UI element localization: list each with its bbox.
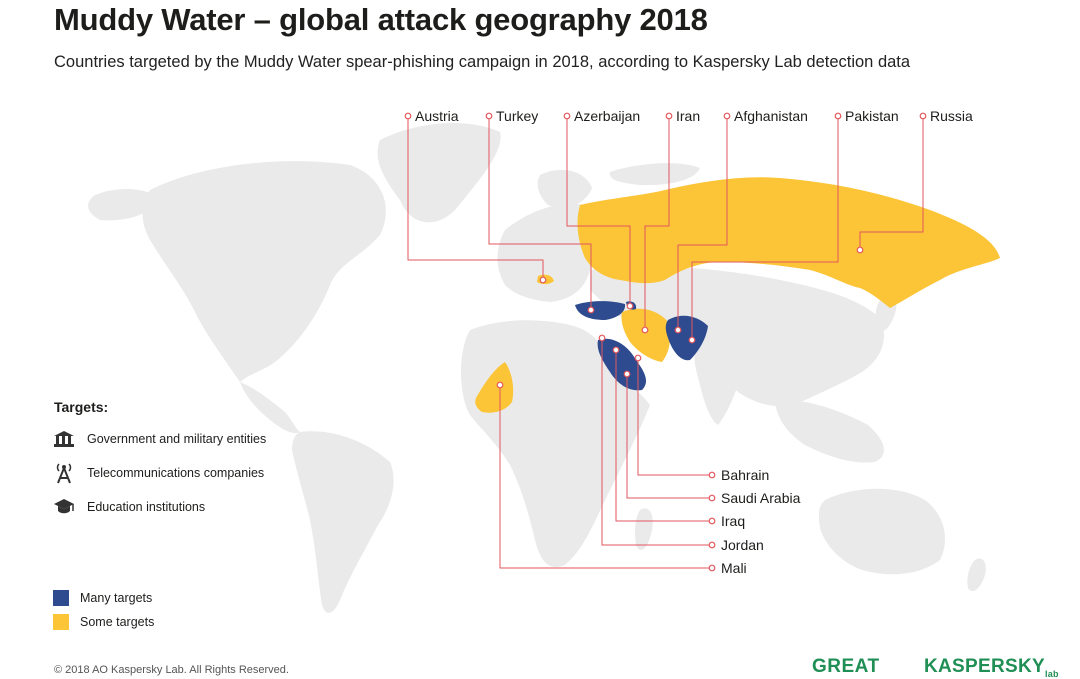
alaska-land bbox=[88, 188, 160, 221]
leader-endpoint bbox=[641, 326, 649, 334]
leader-line-pakistan bbox=[691, 116, 839, 340]
country-label-bahrain: Bahrain bbox=[721, 467, 769, 483]
leader-line-iran bbox=[644, 116, 670, 330]
leader-endpoint bbox=[919, 112, 927, 120]
leader-endpoint bbox=[598, 334, 606, 342]
arabian-region bbox=[597, 338, 647, 391]
leader-line-russia bbox=[859, 116, 924, 250]
leader-endpoint bbox=[708, 564, 716, 572]
leader-endpoint bbox=[634, 354, 642, 362]
country-label-iraq: Iraq bbox=[721, 513, 745, 529]
leader-endpoint bbox=[485, 112, 493, 120]
leader-endpoint bbox=[623, 370, 631, 378]
legend-many: Many targets bbox=[53, 590, 152, 606]
leader-endpoint bbox=[665, 112, 673, 120]
leader-line-bahrain bbox=[637, 358, 712, 476]
leader-endpoint bbox=[563, 112, 571, 120]
scandinavia-land bbox=[537, 169, 592, 208]
government-building-icon bbox=[52, 428, 76, 450]
leader-line-turkey bbox=[488, 116, 592, 310]
country-label-jordan: Jordan bbox=[721, 537, 764, 553]
north-america-land bbox=[142, 161, 386, 382]
turkey-region bbox=[575, 301, 626, 320]
leader-endpoint bbox=[723, 112, 731, 120]
legend-label: Many targets bbox=[80, 591, 153, 605]
leader-line-iraq bbox=[615, 350, 712, 522]
leader-endpoint bbox=[587, 306, 595, 314]
legend-swatch-some bbox=[53, 614, 69, 630]
leader-endpoint bbox=[496, 381, 504, 389]
country-label-russia: Russia bbox=[930, 108, 973, 124]
europe-land bbox=[497, 203, 597, 302]
country-label-pakistan: Pakistan bbox=[845, 108, 899, 124]
page-subtitle: Countries targeted by the Muddy Water sp… bbox=[54, 53, 911, 71]
afghanistan-pakistan-region bbox=[665, 315, 708, 361]
arctic-islands-land bbox=[609, 163, 700, 186]
targets-heading: Targets: bbox=[54, 399, 109, 415]
new-zealand-land bbox=[967, 558, 986, 592]
leader-line-azerbaijan bbox=[566, 116, 631, 306]
country-label-saudi-arabia: Saudi Arabia bbox=[721, 490, 801, 506]
legend-swatch-many bbox=[53, 590, 69, 606]
leader-line-mali bbox=[499, 385, 712, 569]
target-telecom: Telecommunications companies bbox=[52, 462, 264, 484]
target-label: Government and military entities bbox=[87, 432, 267, 446]
country-label-afghanistan: Afghanistan bbox=[734, 108, 808, 124]
target-education: Education institutions bbox=[52, 496, 205, 518]
leader-endpoint bbox=[856, 246, 864, 254]
top-country-labels: Austria Turkey Azerbaijan Iran Afghanistan Pa… bbox=[415, 108, 973, 124]
greenland-land bbox=[377, 122, 501, 223]
leader-endpoint bbox=[404, 112, 412, 120]
leader-endpoint bbox=[612, 346, 620, 354]
antenna-tower-icon bbox=[52, 462, 76, 484]
leader-endpoint bbox=[708, 517, 716, 525]
kaspersky-logo: KASPERSKYlab bbox=[924, 656, 1059, 679]
leader-endpoint bbox=[834, 112, 842, 120]
leader-line-saudi-arabia bbox=[626, 374, 712, 499]
target-label: Telecommunications companies bbox=[87, 466, 265, 480]
leader-endpoint bbox=[539, 276, 547, 284]
leader-lines bbox=[404, 112, 927, 572]
country-label-azerbaijan: Azerbaijan bbox=[574, 108, 640, 124]
kaspersky-logo-text: KASPERSKY bbox=[924, 656, 1045, 677]
country-label-mali: Mali bbox=[721, 560, 747, 576]
country-label-austria: Austria bbox=[415, 108, 459, 124]
india-land bbox=[694, 349, 742, 425]
asia-land bbox=[590, 266, 884, 407]
leader-endpoint bbox=[708, 471, 716, 479]
leader-endpoint bbox=[688, 336, 696, 344]
southeast-asia-land bbox=[775, 399, 884, 463]
many-targets-regions bbox=[575, 301, 708, 391]
target-government: Government and military entities bbox=[52, 428, 266, 450]
leader-line-jordan bbox=[601, 338, 712, 546]
great-logo: GREAT bbox=[812, 656, 880, 677]
iran-region bbox=[621, 308, 670, 362]
russia-region bbox=[577, 177, 1000, 308]
australia-land bbox=[818, 488, 945, 575]
right-country-labels: Bahrain Saudi Arabia Iraq Jordan Mali bbox=[721, 467, 801, 576]
leader-line-austria bbox=[407, 116, 544, 280]
leader-line-afghanistan bbox=[677, 116, 728, 330]
kaspersky-logo-sub: lab bbox=[1044, 668, 1059, 679]
leader-endpoint bbox=[708, 541, 716, 549]
leader-endpoint bbox=[708, 494, 716, 502]
leader-endpoint bbox=[626, 302, 634, 310]
legend-label: Some targets bbox=[80, 615, 155, 629]
central-america-land bbox=[240, 382, 300, 434]
south-america-land bbox=[292, 431, 394, 613]
country-label-iran: Iran bbox=[676, 108, 700, 124]
country-label-turkey: Turkey bbox=[496, 108, 538, 124]
graduation-cap-icon bbox=[52, 496, 76, 518]
copyright-footer: © 2018 AO Kaspersky Lab. All Rights Rese… bbox=[54, 664, 289, 676]
target-label: Education institutions bbox=[87, 500, 206, 514]
madagascar-land bbox=[635, 508, 653, 550]
leader-endpoint bbox=[674, 326, 682, 334]
page-title: Muddy Water – global attack geography 20… bbox=[54, 2, 708, 37]
legend-some: Some targets bbox=[53, 614, 154, 630]
some-targets-regions bbox=[475, 177, 1000, 413]
mali-region bbox=[475, 362, 514, 413]
